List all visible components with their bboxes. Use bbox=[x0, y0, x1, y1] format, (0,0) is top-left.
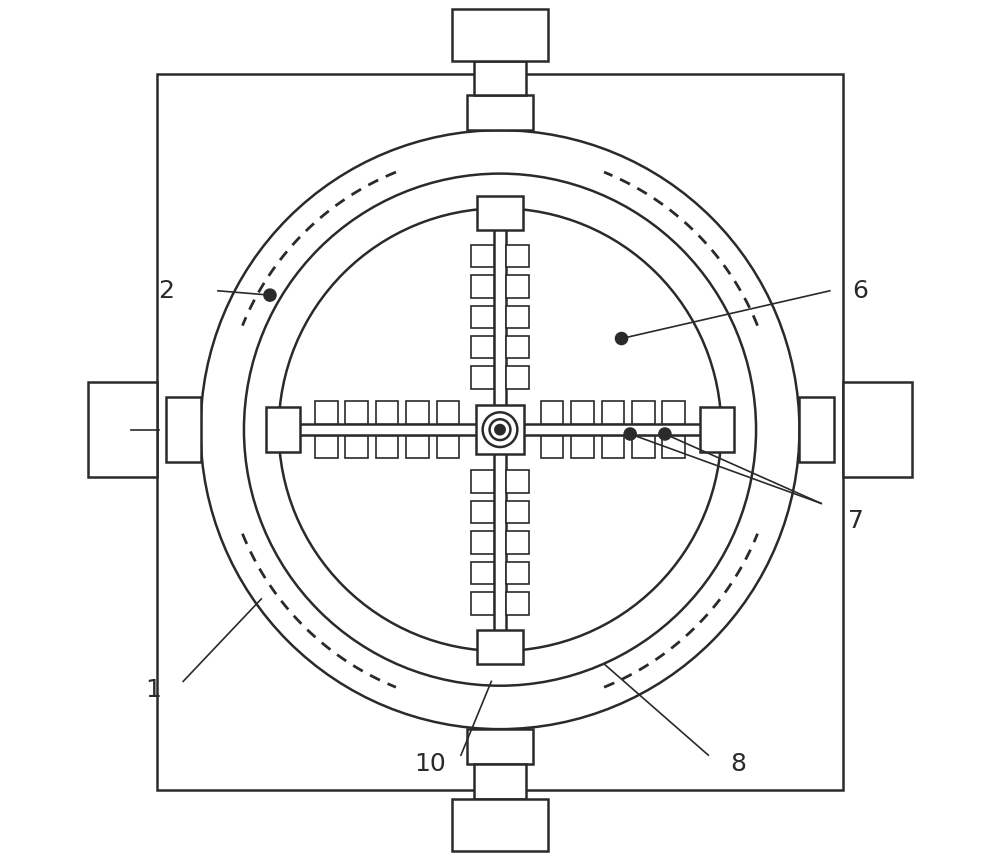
Bar bbox=[477, 630, 523, 663]
Bar bbox=[494, 213, 506, 647]
Circle shape bbox=[659, 428, 671, 440]
Bar bbox=[506, 275, 529, 298]
Text: 6: 6 bbox=[852, 279, 868, 303]
Text: 8: 8 bbox=[731, 752, 747, 776]
Text: 10: 10 bbox=[415, 752, 446, 776]
Bar bbox=[471, 306, 494, 328]
Bar bbox=[506, 366, 529, 389]
Bar bbox=[541, 436, 563, 458]
Bar bbox=[506, 470, 529, 493]
Bar bbox=[452, 9, 548, 61]
Text: 2: 2 bbox=[158, 279, 174, 303]
Bar bbox=[452, 799, 548, 851]
Text: 1: 1 bbox=[145, 678, 161, 702]
Bar bbox=[602, 401, 624, 424]
Circle shape bbox=[624, 428, 636, 440]
Bar bbox=[437, 401, 459, 424]
Circle shape bbox=[483, 412, 517, 447]
Bar bbox=[506, 592, 529, 615]
Bar bbox=[471, 501, 494, 523]
Bar bbox=[571, 436, 594, 458]
Bar bbox=[471, 592, 494, 615]
Bar bbox=[506, 562, 529, 584]
Bar bbox=[471, 336, 494, 358]
Bar bbox=[437, 436, 459, 458]
Bar bbox=[662, 401, 685, 424]
Bar bbox=[474, 61, 526, 95]
Bar bbox=[799, 398, 834, 462]
Bar bbox=[477, 195, 523, 230]
Bar bbox=[471, 562, 494, 584]
Bar bbox=[467, 729, 533, 764]
Bar bbox=[406, 401, 429, 424]
Bar bbox=[315, 436, 338, 458]
Circle shape bbox=[264, 289, 276, 301]
Bar bbox=[266, 407, 300, 452]
Bar bbox=[700, 407, 734, 452]
Bar bbox=[345, 401, 368, 424]
Bar bbox=[315, 401, 338, 424]
Bar bbox=[632, 436, 655, 458]
Bar bbox=[602, 436, 624, 458]
Text: 7: 7 bbox=[848, 509, 864, 533]
Bar bbox=[345, 436, 368, 458]
Bar bbox=[662, 436, 685, 458]
Bar bbox=[471, 275, 494, 298]
Bar bbox=[406, 436, 429, 458]
Bar bbox=[283, 424, 717, 436]
Circle shape bbox=[279, 208, 721, 651]
Bar bbox=[471, 366, 494, 389]
Bar bbox=[471, 531, 494, 554]
Bar bbox=[506, 245, 529, 267]
Bar bbox=[474, 764, 526, 799]
Bar bbox=[571, 401, 594, 424]
Circle shape bbox=[244, 174, 756, 686]
Circle shape bbox=[615, 332, 628, 345]
Bar bbox=[88, 382, 157, 477]
Circle shape bbox=[495, 424, 505, 435]
Bar bbox=[467, 95, 533, 130]
Bar bbox=[506, 336, 529, 358]
Bar bbox=[471, 245, 494, 267]
Bar bbox=[541, 401, 563, 424]
Bar bbox=[376, 401, 398, 424]
Bar bbox=[476, 405, 524, 454]
Bar bbox=[506, 531, 529, 554]
Text: 3: 3 bbox=[97, 418, 113, 442]
Bar bbox=[166, 398, 201, 462]
Circle shape bbox=[490, 419, 510, 440]
Bar bbox=[506, 501, 529, 523]
Bar bbox=[506, 306, 529, 328]
Bar bbox=[376, 436, 398, 458]
Bar bbox=[157, 74, 843, 790]
Bar bbox=[632, 401, 655, 424]
Circle shape bbox=[201, 130, 799, 729]
Bar bbox=[471, 470, 494, 493]
Bar bbox=[843, 382, 912, 477]
